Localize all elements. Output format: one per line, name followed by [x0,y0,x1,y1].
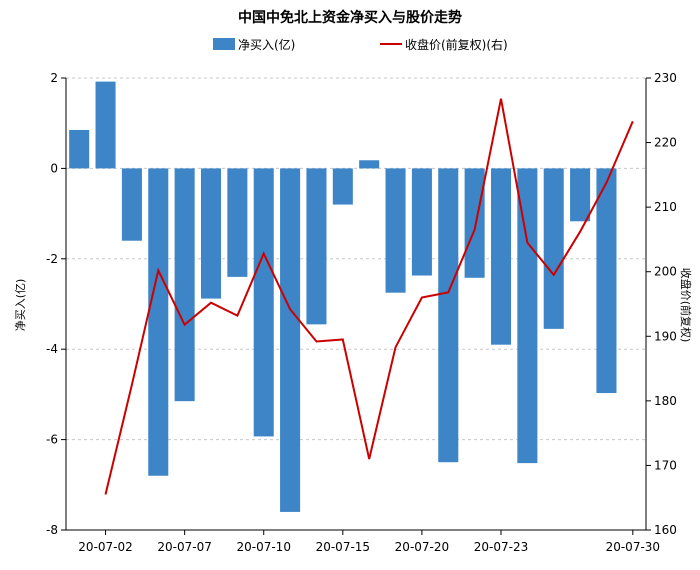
x-tick-label: 20-07-20 [395,540,449,554]
left-tick-label: -4 [46,342,58,356]
x-tick-label: 20-07-10 [236,540,290,554]
bar-20-07-09 [227,168,248,277]
bar-20-07-29 [596,168,617,394]
legend-label-close-price: 收盘价(前复权)(右) [405,37,508,52]
bar-20-07-10 [253,168,274,437]
bar-20-07-08 [200,168,222,299]
bar-series-net-buy [69,81,617,512]
right-axis-label: 收盘价(前复权) [679,268,693,343]
bar-20-07-16 [359,160,380,169]
left-axis-label: 净买入(亿) [13,279,27,332]
right-tick-label: 170 [654,458,677,472]
left-tick-label: -6 [46,433,58,447]
right-tick-label: 190 [654,329,677,343]
x-tick-label: 20-07-15 [316,540,370,554]
right-tick-label: 160 [654,523,677,537]
bar-20-07-17 [385,168,406,293]
right-tick-label: 180 [654,394,677,408]
bar-20-07-13 [280,168,301,512]
line-series-close-price [104,98,634,495]
bar-20-07-07 [174,168,195,402]
bar-20-07-24 [517,168,538,464]
bar-20-07-20 [411,168,432,276]
chart-title: 中国中免北上资金净买入与股价走势 [238,9,462,26]
x-tick-label: 20-07-02 [78,540,132,554]
bar-20-07-03 [121,168,142,241]
right-tick-label: 220 [654,136,677,150]
bar-20-07-01 [69,129,90,169]
right-tick-label: 230 [654,71,677,85]
axes: 2 0 -2 -4 -6 -8 230 220 210 200 190 180 170 160 20-07-… [46,71,677,554]
bar-20-07-23 [490,168,512,345]
bar-20-07-21 [438,168,459,463]
legend-label-net-buy: 净买入(亿) [238,37,295,52]
bar-20-07-27 [543,168,564,329]
bar-20-07-14 [306,168,327,325]
x-tick-label: 20-07-07 [157,540,211,554]
left-tick-label: 0 [50,161,58,175]
left-tick-label: -8 [46,523,58,537]
bar-20-07-15 [332,168,353,205]
left-tick-label: 2 [50,71,58,85]
bar-20-07-28 [570,168,591,222]
bar-20-07-06 [148,168,169,476]
bar-20-07-22 [464,168,485,278]
right-tick-label: 200 [654,265,677,279]
legend-swatch-net-buy [213,38,235,50]
x-tick-label: 20-07-30 [606,540,660,554]
left-tick-label: -2 [46,252,58,266]
bar-20-07-02 [95,81,116,169]
right-tick-label: 210 [654,200,677,214]
close-price-line [104,98,634,495]
x-tick-label: 20-07-23 [474,540,528,554]
legend: 净买入(亿) 收盘价(前复权)(右) [213,37,508,52]
